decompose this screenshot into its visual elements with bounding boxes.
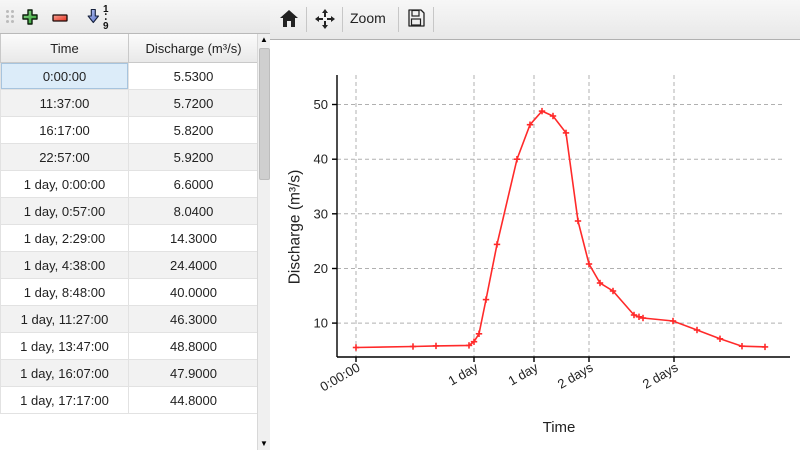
svg-text:20: 20 (314, 261, 328, 276)
svg-text:30: 30 (314, 206, 328, 221)
svg-text:2 days: 2 days (555, 359, 596, 391)
svg-text:Time: Time (543, 419, 576, 436)
svg-text:0:00:00: 0:00:00 (317, 360, 362, 395)
svg-text:10: 10 (314, 316, 328, 331)
svg-text:1 day: 1 day (505, 359, 540, 388)
svg-text:1 day: 1 day (445, 359, 480, 388)
svg-text:40: 40 (314, 152, 328, 167)
svg-text:2 days: 2 days (640, 359, 681, 391)
svg-text:Discharge (m³/s): Discharge (m³/s) (287, 170, 304, 285)
svg-text:50: 50 (314, 97, 328, 112)
